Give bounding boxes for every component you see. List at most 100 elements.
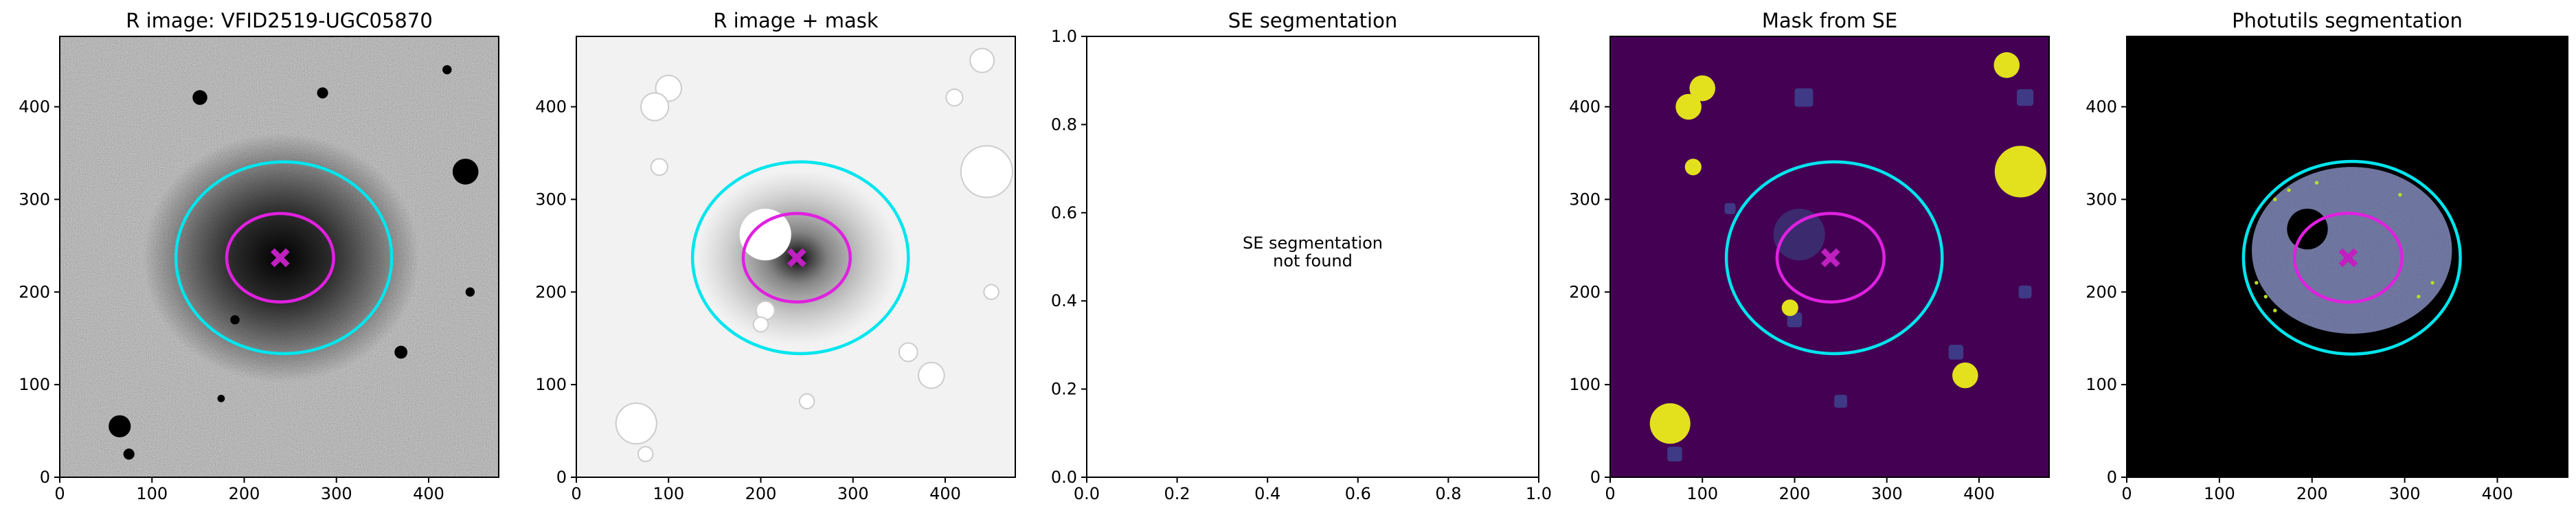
plot-area (60, 36, 499, 477)
star (192, 90, 207, 105)
panel-title: R image: VFID2519-UGC05870 (126, 9, 433, 32)
axes-frame (59, 36, 499, 478)
y-tick-label: 0.2 (1051, 380, 1077, 399)
x-tick-label: 400 (1963, 484, 1995, 503)
panel: 0 100 200 300 400 0 100 200 300 400 R image + mask (535, 9, 1016, 503)
y-tick-label: 400 (535, 98, 567, 117)
mask-region (1724, 203, 1736, 214)
y-tick-label: 0.0 (1051, 468, 1077, 487)
x-tick-label: 0 (2121, 484, 2132, 503)
center-marker (2338, 248, 2358, 268)
y-tick-label: 100 (535, 375, 567, 394)
x-tick-label: 0 (1605, 484, 1615, 503)
x-tick-label: 100 (1686, 484, 1718, 503)
y-tick-label: 0 (40, 468, 50, 487)
x-tick-label: 1.0 (1526, 484, 1552, 503)
y-tick-label: 300 (535, 190, 567, 209)
x-tick-label: 0.4 (1254, 484, 1280, 503)
y-tick-label: 400 (19, 98, 50, 117)
mask-region (640, 92, 670, 122)
aperture-ellipse (1775, 211, 1886, 304)
mask-region (1993, 52, 2020, 78)
star (465, 287, 475, 297)
aperture-ellipse (690, 160, 910, 356)
y-tick-label: 300 (2086, 190, 2117, 209)
aperture-ellipse (2241, 159, 2462, 356)
segment-source (2273, 197, 2277, 202)
aperture-ellipse (2292, 211, 2404, 304)
x-tick-label: 200 (745, 484, 777, 503)
mask-region (2018, 285, 2032, 299)
x-tick-label: 100 (653, 484, 684, 503)
mask-region (1994, 146, 2046, 198)
x-tick-label: 100 (136, 484, 168, 503)
segment-source (2398, 192, 2402, 197)
panel-title: R image + mask (713, 9, 879, 32)
plot-area (1610, 36, 2049, 477)
x-tick-label: 300 (2389, 484, 2421, 503)
segment-source (2314, 181, 2319, 185)
y-tick-label: 0.6 (1051, 203, 1077, 222)
mask-region (1948, 345, 1964, 360)
x-tick-label: 300 (321, 484, 352, 503)
panel-title: Mask from SE (1762, 9, 1897, 32)
center-marker (1821, 248, 1840, 268)
x-tick-label: 400 (2482, 484, 2513, 503)
segment-source (2263, 295, 2268, 299)
mask-region (615, 402, 657, 445)
y-tick-label: 100 (19, 375, 50, 394)
mask-region (1834, 395, 1848, 408)
panel: 0 100 200 300 400 0 100 200 300 400 R image: VFID2… (19, 9, 499, 503)
star (123, 448, 135, 460)
mask-region (1781, 299, 1798, 317)
axes-frame (1086, 36, 1539, 478)
mask-region (2017, 89, 2034, 106)
axes-frame (2126, 36, 2568, 478)
annotation-line: not found (1273, 251, 1353, 271)
panel-title: Photutils segmentation (2232, 9, 2463, 32)
mask-region (650, 158, 668, 176)
mask-region (739, 209, 791, 261)
y-tick-label: 0.4 (1051, 291, 1077, 310)
segment-source (2287, 188, 2291, 192)
x-tick-label: 0.6 (1345, 484, 1371, 503)
y-tick-label: 200 (535, 282, 567, 301)
mask-region (1794, 88, 1814, 107)
y-tick-label: 100 (2086, 375, 2117, 394)
annotation: SE segmentation not found (1243, 233, 1383, 271)
star (394, 345, 408, 359)
x-tick-label: 200 (2296, 484, 2328, 503)
y-tick-label: 0.8 (1051, 115, 1077, 134)
panel: 0 100 200 300 400 0 100 200 300 400 Photutils segm… (2086, 9, 2568, 503)
y-tick-label: 400 (2086, 98, 2117, 117)
mask-region (960, 145, 1013, 198)
x-tick-label: 0.0 (1074, 484, 1100, 503)
x-tick-label: 0.8 (1435, 484, 1461, 503)
star (452, 159, 479, 185)
mask-region (752, 316, 769, 333)
mask-region (945, 88, 964, 107)
x-tick-label: 0 (571, 484, 581, 503)
y-tick-label: 100 (1569, 375, 1601, 394)
segment-source (2417, 295, 2421, 299)
x-tick-label: 0 (54, 484, 65, 503)
x-tick-label: 200 (1779, 484, 1811, 503)
y-tick-label: 300 (1569, 190, 1601, 209)
panel-title: SE segmentation (1228, 9, 1397, 32)
y-tick-label: 0 (2107, 468, 2117, 487)
axes-frame (1609, 36, 2050, 478)
x-tick-label: 400 (929, 484, 961, 503)
star (230, 315, 240, 325)
segment-source (2430, 281, 2434, 285)
mask-region (798, 393, 815, 410)
plot-area (2127, 36, 2568, 477)
mask-region (1952, 362, 1978, 389)
aperture-ellipse (741, 211, 852, 304)
aperture-ellipse (225, 211, 335, 304)
y-tick-label: 200 (19, 282, 50, 301)
aperture-ellipse (1724, 160, 1944, 356)
x-tick-label: 300 (837, 484, 869, 503)
star (442, 65, 452, 75)
mask-region (1689, 75, 1716, 102)
